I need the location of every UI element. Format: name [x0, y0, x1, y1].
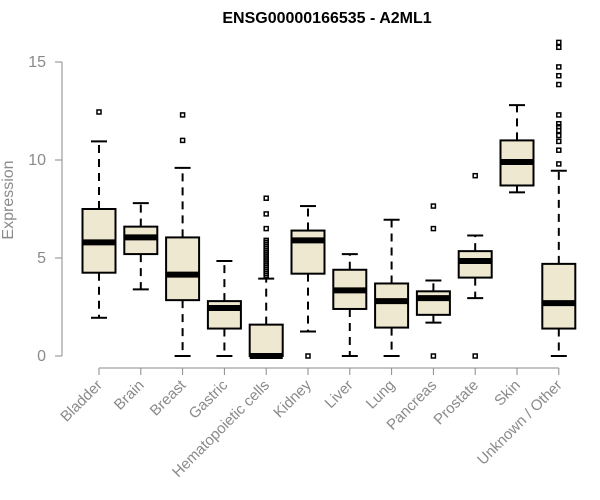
- box-iqr: [415, 290, 451, 316]
- outlier-point: [556, 72, 562, 79]
- x-tick-label: Skin: [491, 377, 524, 410]
- x-tick-label: Lung: [363, 377, 399, 413]
- outlier-point: [263, 211, 269, 217]
- x-tick-label: Breast: [147, 376, 190, 419]
- box-lung: [374, 218, 410, 357]
- outlier-point: [430, 353, 437, 359]
- axes: 0 5 10 15: [28, 54, 560, 375]
- outlier-point: [472, 172, 478, 179]
- box-iqr: [374, 282, 410, 329]
- y-tick-label: 15: [28, 54, 46, 71]
- y-tick-label: 5: [37, 250, 46, 267]
- outlier-point: [556, 138, 562, 145]
- outlier-point: [263, 195, 269, 201]
- box-pancreas: [415, 203, 451, 359]
- outlier-point: [556, 81, 562, 88]
- x-tick-label: Liver: [322, 377, 357, 412]
- box-skin: [499, 104, 535, 194]
- outlier-point: [556, 123, 562, 130]
- box-iqr: [165, 236, 201, 302]
- box-unknown-other: [541, 39, 577, 357]
- box-iqr: [457, 250, 493, 279]
- box-hematopoietic-cells: [248, 195, 284, 359]
- box-iqr: [248, 323, 284, 358]
- y-tick-label: 0: [37, 348, 46, 365]
- outlier-point: [263, 225, 269, 232]
- x-tick-label: Kidney: [270, 376, 315, 421]
- outlier-point: [556, 147, 562, 153]
- y-tick-label: 10: [28, 152, 46, 169]
- x-tick-label: Brain: [111, 377, 148, 414]
- outlier-point: [556, 39, 562, 46]
- outlier-point: [179, 112, 186, 118]
- outlier-point: [430, 225, 437, 232]
- chart-title: ENSG00000166535 - A2ML1: [222, 10, 431, 27]
- outlier-point: [556, 44, 562, 51]
- y-axis-label: Expression: [0, 160, 17, 239]
- outlier-point: [556, 161, 562, 167]
- outlier-point: [263, 237, 269, 244]
- boxes-group: [81, 39, 577, 359]
- box-kidney: [290, 205, 326, 359]
- box-liver: [332, 253, 368, 357]
- x-tick-label: Bladder: [57, 377, 106, 426]
- outlier-point: [305, 353, 311, 359]
- box-iqr: [290, 229, 326, 275]
- outlier-point: [556, 120, 562, 127]
- outlier-point: [96, 109, 102, 115]
- outlier-point: [556, 132, 562, 139]
- box-prostate: [457, 172, 493, 359]
- outlier-point: [179, 137, 186, 144]
- outlier-point: [472, 353, 478, 359]
- box-gastric: [206, 259, 242, 357]
- x-tick-label: Prostate: [430, 377, 482, 429]
- box-brain: [123, 202, 159, 291]
- outlier-point: [556, 112, 562, 118]
- outlier-point: [556, 64, 562, 70]
- box-iqr: [541, 262, 577, 330]
- outlier-point: [430, 203, 437, 209]
- box-breast: [165, 112, 201, 357]
- box-bladder: [81, 109, 117, 319]
